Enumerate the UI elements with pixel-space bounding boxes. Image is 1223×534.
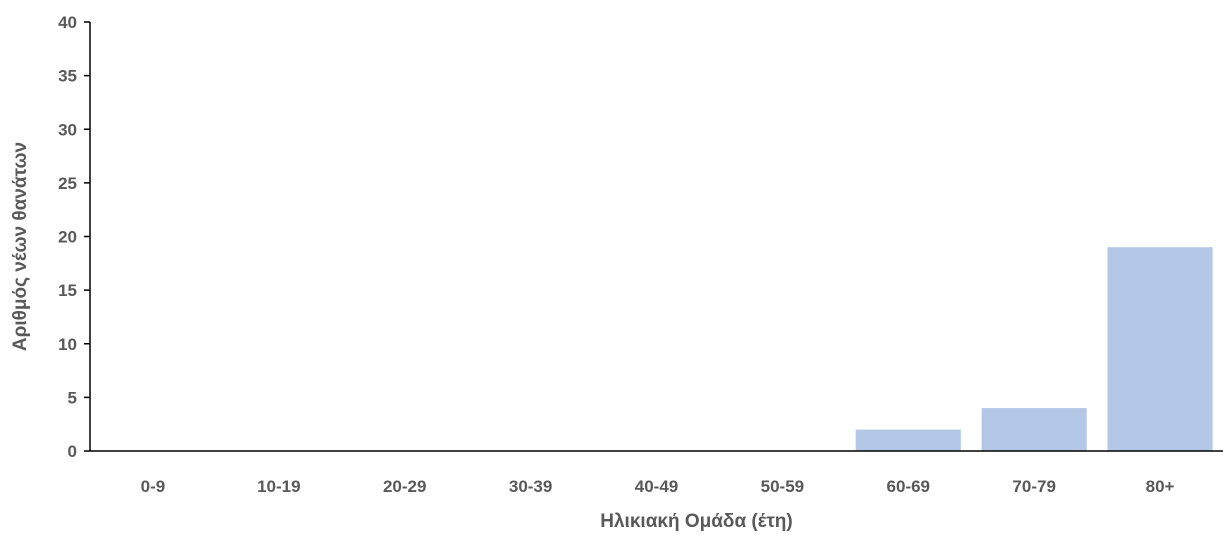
- x-axis-title: Ηλικιακή Ομάδα (έτη): [600, 511, 792, 532]
- x-tick-label: 30-39: [509, 477, 552, 496]
- bars: [855, 247, 1213, 451]
- x-tick-label: 80+: [1146, 477, 1175, 496]
- x-tick-label: 10-19: [257, 477, 300, 496]
- x-axis-tick-labels: 0-9 10-19 20-29 30-39 40-49 50-59 60-69 70-79 80…: [141, 477, 1175, 496]
- y-tick-label: 0: [68, 442, 77, 461]
- bar-80+: [1107, 247, 1213, 451]
- y-tick-label: 5: [68, 388, 77, 407]
- y-axis-ticks: 0 5 10 15 20 25 30 35 40: [58, 13, 90, 461]
- y-tick-label: 30: [58, 120, 77, 139]
- x-tick-label: 50-59: [761, 477, 804, 496]
- y-tick-label: 15: [58, 281, 77, 300]
- x-tick-label: 60-69: [887, 477, 930, 496]
- y-tick-label: 35: [58, 67, 77, 86]
- y-tick-label: 40: [58, 13, 77, 32]
- bar-70-79: [981, 408, 1087, 451]
- x-tick-label: 70-79: [1012, 477, 1055, 496]
- y-tick-label: 10: [58, 335, 77, 354]
- y-tick-label: 25: [58, 174, 77, 193]
- x-tick-label: 0-9: [141, 477, 166, 496]
- x-tick-label: 20-29: [383, 477, 426, 496]
- x-tick-label: 40-49: [635, 477, 678, 496]
- y-axis-title: Αριθμός νέων θανάτων: [10, 142, 31, 351]
- bar-60-69: [855, 429, 961, 451]
- y-tick-label: 20: [58, 228, 77, 247]
